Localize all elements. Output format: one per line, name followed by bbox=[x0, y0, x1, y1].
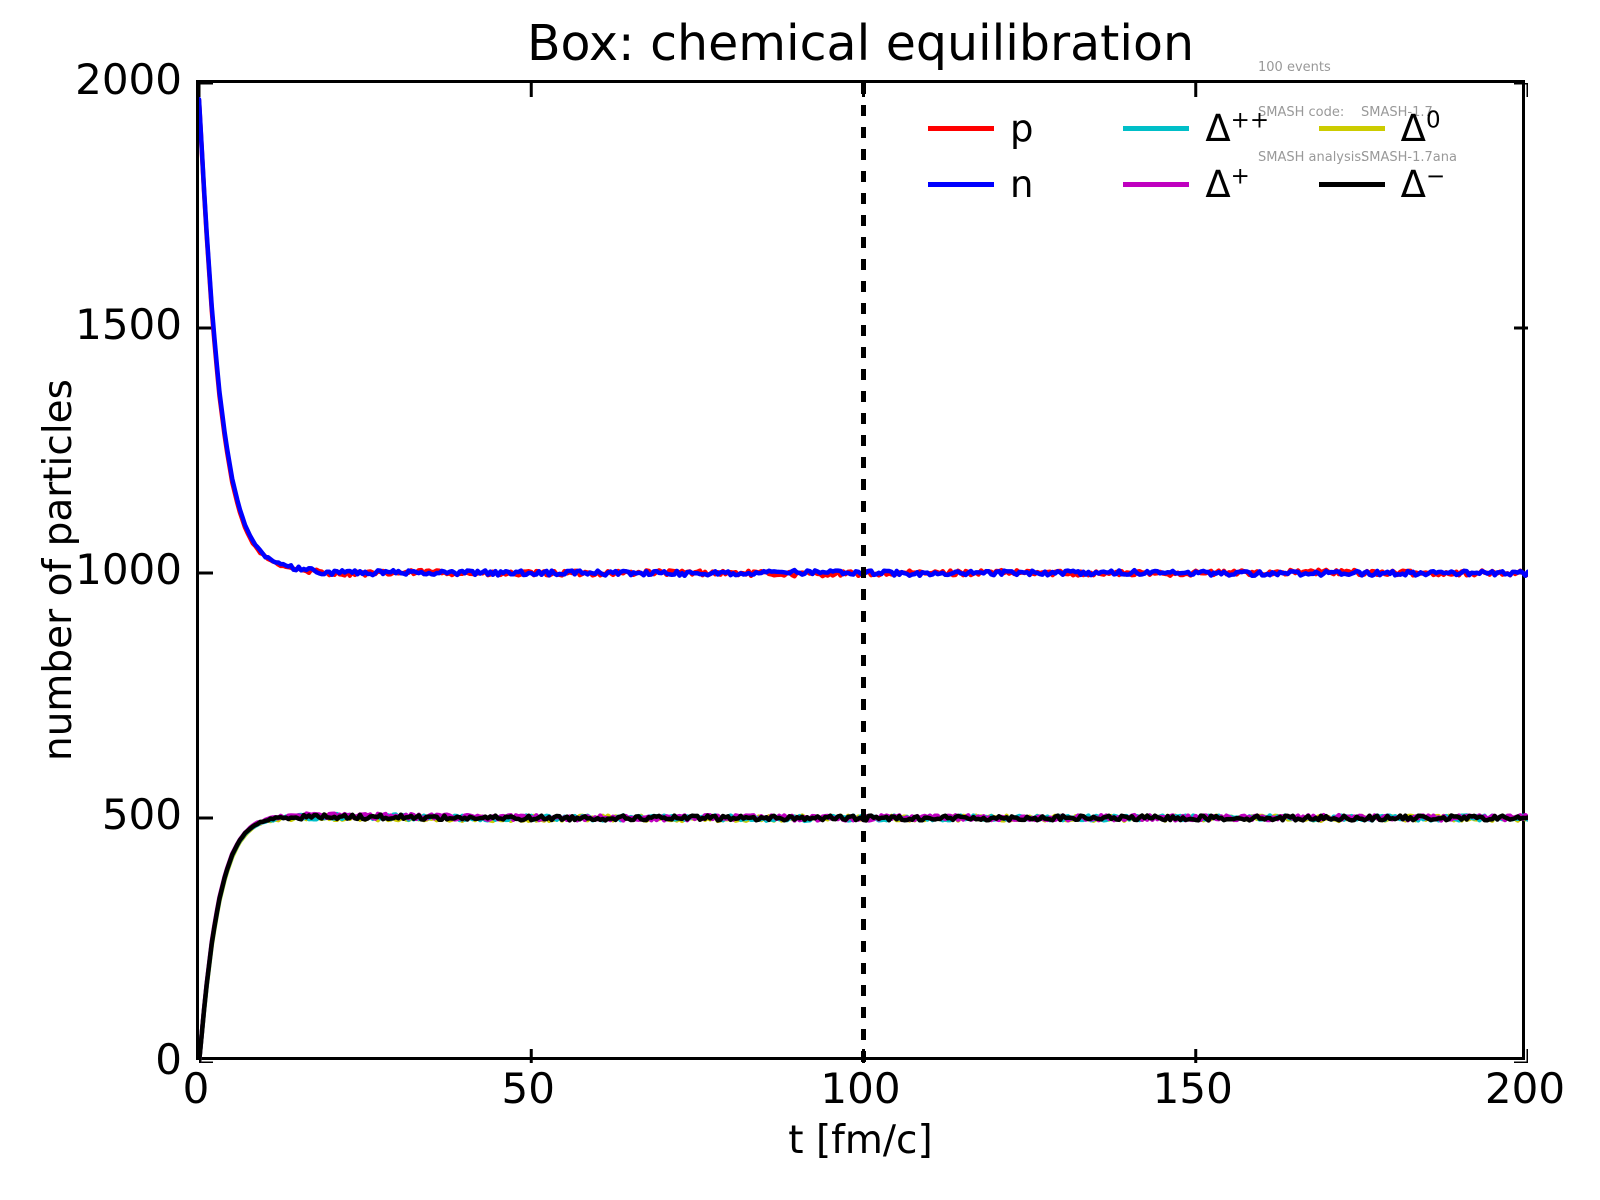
y-tick-label-2000: 2000 bbox=[75, 55, 182, 104]
y-axis-title: number of particles bbox=[36, 379, 81, 762]
legend-swatch-line-icon bbox=[1318, 181, 1385, 187]
plot-axes-frame bbox=[196, 80, 1528, 1063]
legend-entry-Δ−[interactable]: Δ− bbox=[1318, 156, 1508, 212]
annotation-analysis-label: SMASH analysis: bbox=[1258, 150, 1366, 165]
chart-legend: p Δ++ Δ0 n Δ+ Δ− bbox=[928, 100, 1508, 212]
annotation-events: 100 events bbox=[1258, 60, 1331, 75]
annotation-code: SMASH code: SMASH-1.7 bbox=[1258, 105, 1457, 120]
legend-swatch-line-icon bbox=[1123, 181, 1190, 187]
series-line-Δ++ bbox=[199, 811, 1528, 1063]
x-tick-label-200: 200 bbox=[1484, 1064, 1566, 1113]
y-tick-label-1000: 1000 bbox=[75, 545, 182, 594]
annotation-analysis: SMASH analysis:SMASH-1.7ana bbox=[1258, 150, 1457, 165]
chart-plot-area bbox=[199, 83, 1528, 1063]
legend-entry-n[interactable]: n bbox=[928, 156, 1117, 212]
series-line-Δ+ bbox=[199, 811, 1528, 1063]
x-tick-label-50: 50 bbox=[501, 1064, 555, 1113]
y-tick-label-500: 500 bbox=[101, 790, 182, 839]
series-line-Δ0 bbox=[199, 813, 1528, 1063]
legend-label: Δ++ bbox=[1205, 106, 1270, 150]
provenance-annotation: 100 events SMASH code: SMASH-1.7 SMASH an… bbox=[1258, 30, 1457, 195]
legend-swatch-line-icon bbox=[928, 125, 994, 131]
legend-entry-Δ++[interactable]: Δ++ bbox=[1123, 100, 1312, 156]
legend-entry-p[interactable]: p bbox=[928, 100, 1117, 156]
x-tick-label-100: 100 bbox=[820, 1064, 901, 1113]
annotation-code-label: SMASH code: bbox=[1258, 105, 1345, 120]
legend-entry-Δ+[interactable]: Δ+ bbox=[1123, 156, 1312, 212]
legend-label: p bbox=[1010, 106, 1034, 150]
legend-swatch-line-icon bbox=[1318, 125, 1385, 131]
legend-entry-Δ0[interactable]: Δ0 bbox=[1318, 100, 1508, 156]
y-tick-label-1500: 1500 bbox=[75, 300, 182, 349]
legend-label: n bbox=[1010, 162, 1034, 206]
annotation-code-value: SMASH-1.7 bbox=[1361, 105, 1433, 120]
annotation-analysis-value: SMASH-1.7ana bbox=[1361, 150, 1457, 165]
x-axis-title: t [fm/c] bbox=[788, 1118, 933, 1163]
x-tick-label-150: 150 bbox=[1152, 1064, 1233, 1113]
page-title: Box: chemical equilibration bbox=[526, 15, 1195, 72]
x-tick-label-0: 0 bbox=[182, 1064, 210, 1113]
legend-swatch-line-icon bbox=[1123, 125, 1190, 131]
y-tick-label-0: 0 bbox=[155, 1035, 182, 1084]
legend-label: Δ+ bbox=[1205, 162, 1250, 206]
legend-label: Δ− bbox=[1400, 162, 1446, 206]
series-line-Δ− bbox=[199, 812, 1528, 1063]
legend-label: Δ0 bbox=[1400, 106, 1441, 150]
legend-swatch-line-icon bbox=[928, 181, 994, 187]
